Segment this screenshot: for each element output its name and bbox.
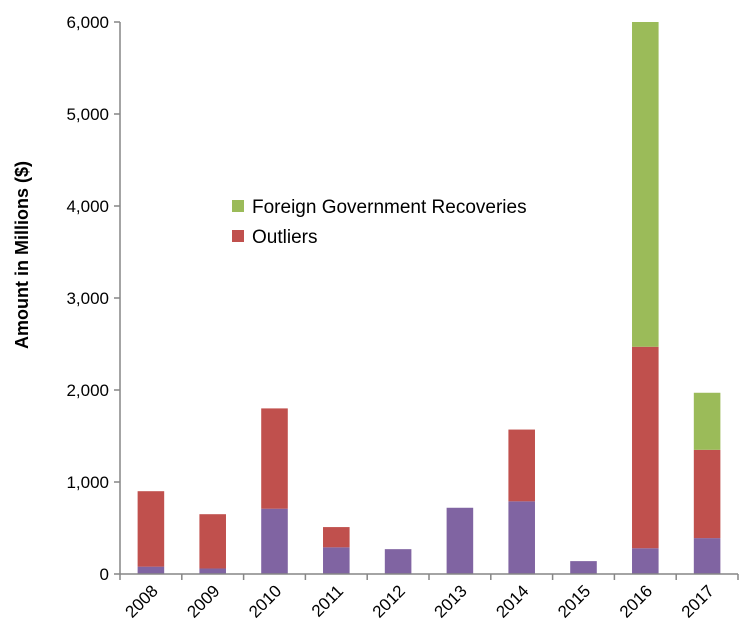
bar-segment-2017-2 — [693, 449, 721, 539]
bar-segment-2011-2 — [323, 527, 350, 548]
legend-label: Outliers — [252, 227, 317, 248]
x-tick-label-2009: 2009 — [183, 581, 223, 621]
bar-segment-2009-2 — [199, 514, 226, 569]
x-tick-label-2016: 2016 — [616, 581, 656, 621]
x-tick-label-2015: 2015 — [554, 581, 594, 621]
x-tick-label-2011: 2011 — [308, 581, 347, 620]
bar-segment-2011-1 — [323, 547, 350, 574]
y-tick-label: 2,000 — [66, 381, 109, 400]
bar-segment-2014-2 — [508, 429, 535, 502]
x-tick-label-2014: 2014 — [492, 581, 532, 621]
x-tick-label-2008: 2008 — [122, 581, 162, 621]
bar-segment-2012-1 — [384, 549, 412, 574]
bar-segment-2008-2 — [137, 491, 165, 567]
bar-segment-2016-2 — [632, 346, 659, 549]
x-axis-ticks: 2008 2009 2010 2011 2012 2013 2014 2015 2016 2017 — [119, 574, 739, 622]
bar-segment-2015-1 — [570, 561, 597, 574]
bar-segment-2013-1 — [446, 507, 474, 574]
bar-segment-2016-3 — [632, 22, 659, 347]
legend-swatch — [232, 200, 244, 212]
legend-swatch — [232, 230, 244, 242]
bar-segment-2010-2 — [261, 408, 288, 509]
bars — [137, 22, 721, 574]
legend: Foreign Government Recoveries Outliers — [232, 197, 527, 248]
y-tick-label: 6,000 — [66, 13, 109, 32]
y-tick-label: 4,000 — [66, 197, 109, 216]
y-tick-label: 5,000 — [66, 105, 109, 124]
x-tick-label-2017: 2017 — [678, 581, 718, 621]
bar-segment-2010-1 — [261, 508, 288, 574]
y-axis-label: Amount in Millions ($) — [12, 161, 32, 349]
y-tick-label: 3,000 — [66, 289, 109, 308]
x-tick-label-2010: 2010 — [245, 581, 285, 621]
y-axis-ticks: 0 1,000 2,000 3,000 4,000 5,000 6,000 — [66, 13, 120, 584]
x-tick-label-2012: 2012 — [369, 581, 409, 621]
x-tick-label-2013: 2013 — [431, 581, 471, 621]
bar-segment-2017-3 — [693, 392, 721, 450]
bar-segment-2014-1 — [508, 501, 535, 574]
y-tick-label: 0 — [100, 565, 109, 584]
bar-segment-2009-1 — [199, 568, 226, 574]
bar-segment-2016-1 — [632, 548, 659, 574]
bar-segment-2008-1 — [137, 566, 165, 574]
y-tick-label: 1,000 — [66, 473, 109, 492]
bar-segment-2017-1 — [693, 538, 721, 574]
legend-label: Foreign Government Recoveries — [252, 197, 527, 218]
